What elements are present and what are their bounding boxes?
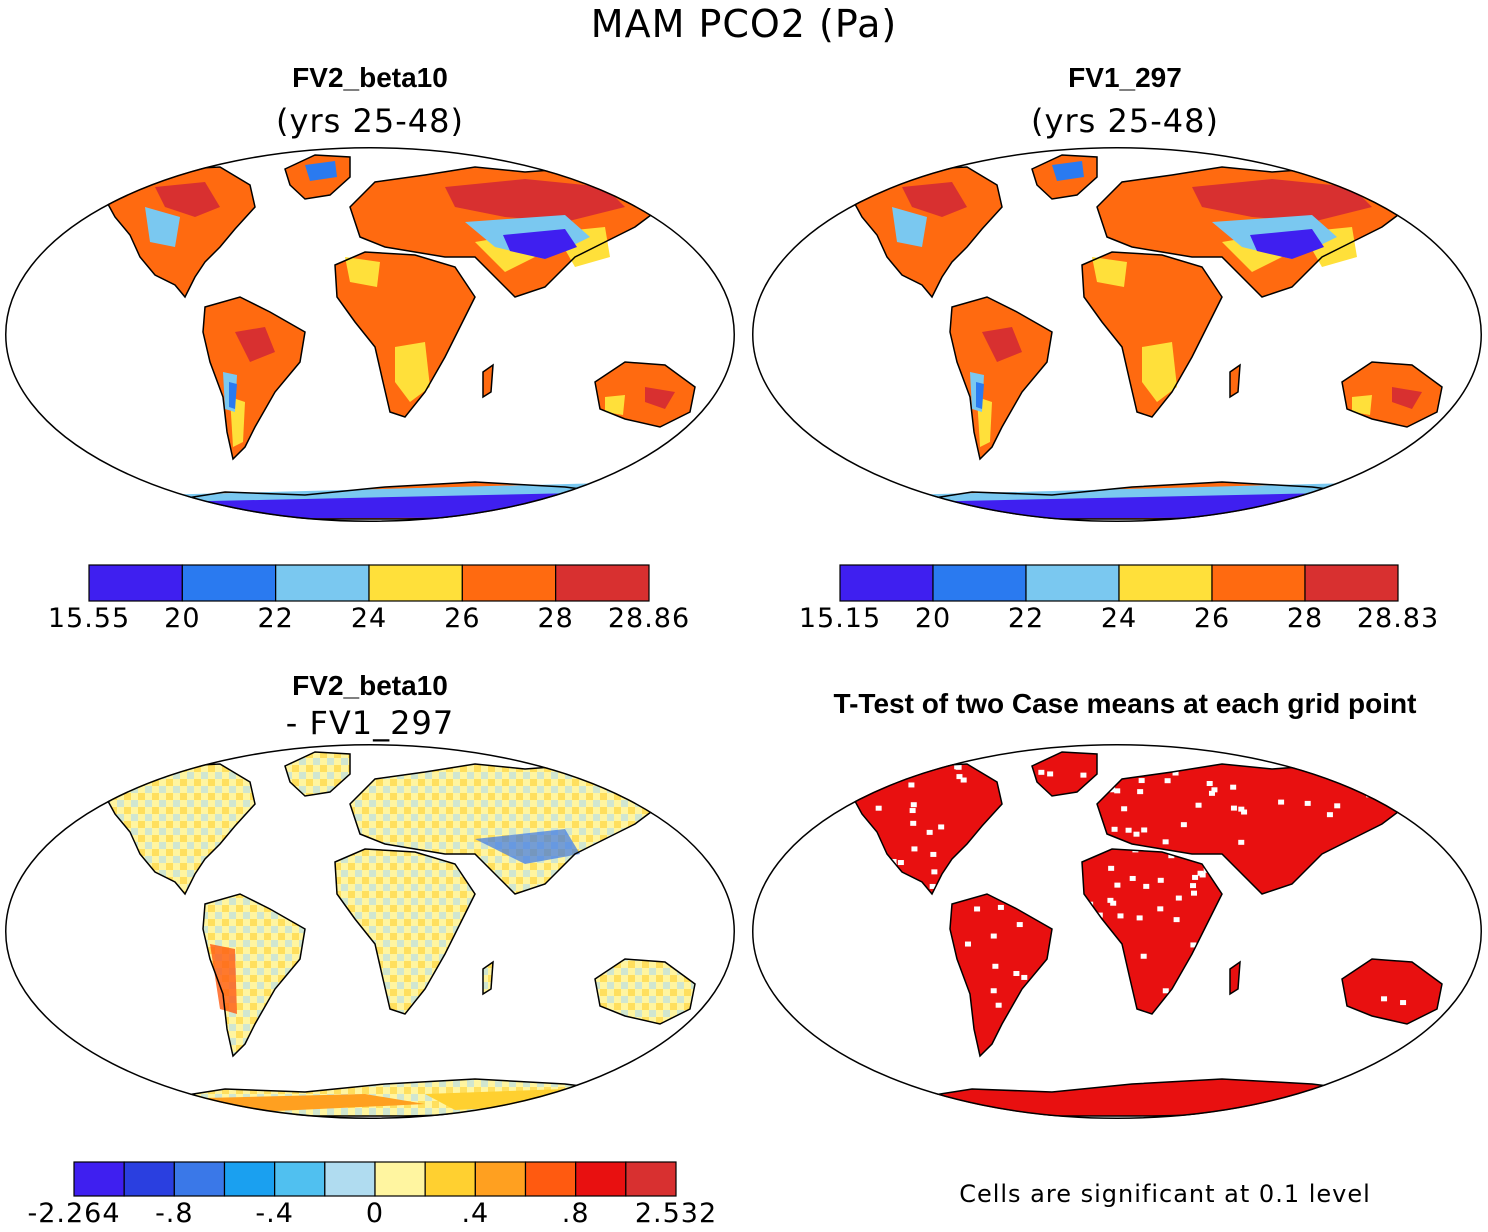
colorbar-tick-label: 15.55	[47, 603, 131, 634]
panel-4-title: T-Test of two Case means at each grid po…	[833, 688, 1417, 719]
colorbar-tick-label: 28	[537, 603, 574, 634]
panel-1-title: FV2_beta10	[292, 62, 448, 93]
colorbar-swatch	[424, 1161, 476, 1197]
colorbar-tick-label: 22	[257, 603, 294, 634]
colorbar-swatch	[555, 564, 650, 602]
colorbar-swatch	[932, 564, 1027, 602]
colorbar-swatch	[274, 1161, 326, 1197]
colorbar-tick-label: 0	[365, 1198, 385, 1229]
colorbar-tick-label: 20	[914, 603, 952, 634]
colorbar-swatch	[1304, 564, 1399, 602]
panel-1-colorbar	[88, 564, 650, 602]
colorbar-swatch	[1118, 564, 1213, 602]
colorbar-tick-label: 28.86	[607, 603, 691, 634]
colorbar-swatch	[1025, 564, 1120, 602]
colorbar-tick-label: 20	[164, 603, 201, 634]
colorbar-tick-label: 26	[444, 603, 481, 634]
colorbar-tick-label: 22	[1007, 603, 1045, 634]
panel-2-colorbar-labels: 15.15 20 22 24 26 28 28.83	[799, 603, 1438, 637]
panel-1-colorbar-labels: 15.55 20 22 24 26 28 28.86	[48, 603, 689, 637]
colorbar-swatch	[88, 564, 183, 602]
panel-1-map	[5, 147, 735, 522]
colorbar-swatch	[223, 1161, 276, 1197]
panel-3-map	[5, 744, 735, 1119]
colorbar-swatch	[374, 1161, 426, 1197]
significance-note: Cells are significant at 0.1 level	[959, 1180, 1371, 1208]
colorbar-swatch	[73, 1161, 125, 1197]
colorbar-swatch	[123, 1161, 175, 1197]
figure-title: MAM PCO2 (Pa)	[590, 2, 898, 46]
colorbar-tick-label: 15.15	[798, 603, 882, 634]
panel-2-subtitle: (yrs 25-48)	[1031, 102, 1219, 140]
colorbar-tick-label: 24	[1100, 603, 1138, 634]
panel-3-colorbar	[73, 1161, 677, 1197]
colorbar-tick-label: -.4	[255, 1198, 294, 1229]
panel-4-map	[752, 744, 1482, 1119]
panel-2-colorbar	[839, 564, 1399, 602]
colorbar-swatch	[474, 1161, 527, 1197]
colorbar-swatch	[275, 564, 370, 602]
colorbar-swatch	[1211, 564, 1306, 602]
colorbar-tick-label: 28	[1286, 603, 1324, 634]
colorbar-swatch	[625, 1161, 677, 1197]
colorbar-swatch	[575, 1161, 627, 1197]
panel-2-map	[752, 147, 1482, 522]
colorbar-swatch	[173, 1161, 226, 1197]
colorbar-tick-label: 28.83	[1356, 603, 1440, 634]
colorbar-swatch	[181, 564, 277, 602]
panel-3-colorbar-labels: -2.264 -.8 -.4 0 .4 .8 2.532	[27, 1198, 716, 1232]
colorbar-swatch	[461, 564, 557, 602]
colorbar-tick-label: .8	[561, 1198, 590, 1229]
colorbar-tick-label: 24	[350, 603, 388, 634]
colorbar-swatch	[368, 564, 463, 602]
colorbar-tick-label: 2.532	[634, 1198, 718, 1229]
colorbar-swatch	[524, 1161, 577, 1197]
panel-2-title: FV1_297	[1068, 62, 1182, 93]
colorbar-swatch	[839, 564, 934, 602]
panel-3-subtitle: - FV1_297	[285, 704, 455, 742]
colorbar-tick-label: -.8	[155, 1198, 194, 1229]
colorbar-tick-label: -2.264	[27, 1198, 121, 1229]
colorbar-tick-label: 26	[1193, 603, 1231, 634]
colorbar-swatch	[324, 1161, 376, 1197]
panel-1-subtitle: (yrs 25-48)	[276, 102, 464, 140]
panel-3-title: FV2_beta10	[292, 670, 448, 701]
colorbar-tick-label: .4	[461, 1198, 490, 1229]
